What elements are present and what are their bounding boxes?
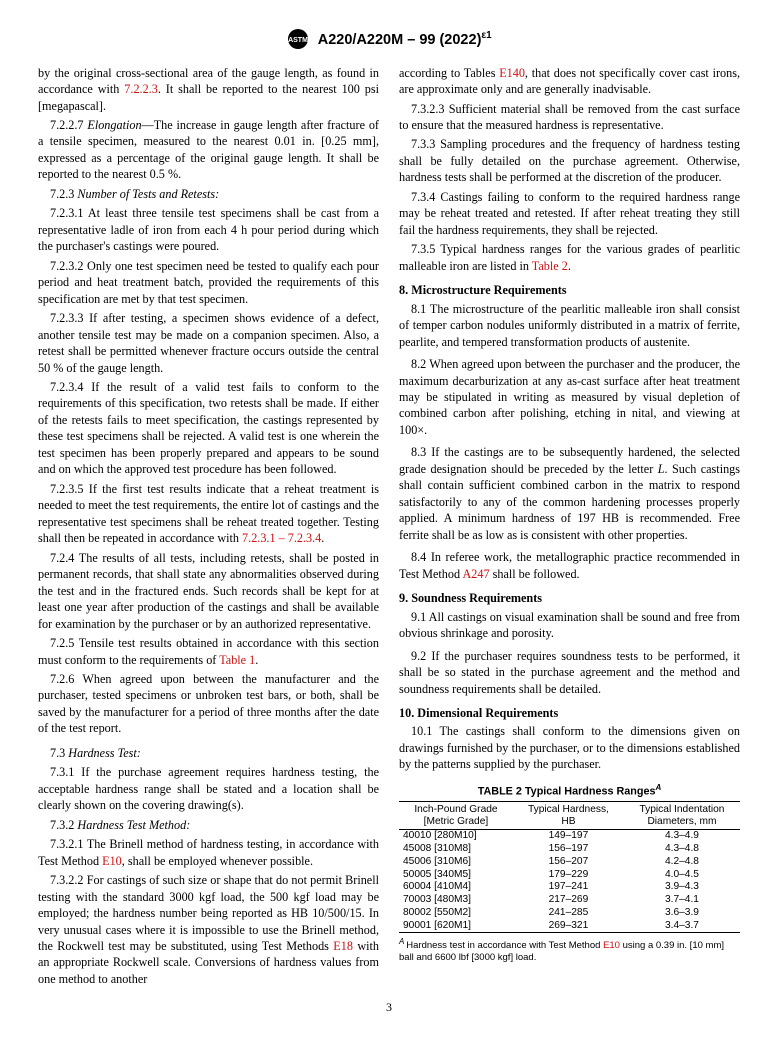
para-7-3-4: 7.3.4 Castings failing to conform to the… <box>399 189 740 238</box>
para-7-2-6: 7.2.6 When agreed upon between the manuf… <box>38 671 379 737</box>
table-row: 70003 [480M3]217–2693.7–4.1 <box>399 894 740 907</box>
svg-text:ASTM: ASTM <box>288 37 308 44</box>
para-7-2-3-3: 7.2.3.3 If after testing, a specimen sho… <box>38 310 379 376</box>
table-row: 80002 [550M2]241–2853.6–3.9 <box>399 907 740 920</box>
astm-logo-icon: ASTM <box>286 28 310 50</box>
para-8-3: 8.3 If the castings are to be subsequent… <box>399 444 740 543</box>
table-row: 90001 [620M1]269–3213.4–3.7 <box>399 920 740 933</box>
link-7-2-3-1-4[interactable]: 7.2.3.1 – 7.2.3.4 <box>242 531 321 545</box>
para-7-2-2-7: 7.2.2.7 Elongation—The increase in gauge… <box>38 117 379 183</box>
table2-col1-head: Inch-Pound Grade[Metric Grade] <box>399 802 513 830</box>
para-7-3-2: 7.3.2 Hardness Test Method: <box>38 817 379 833</box>
para-7-2-2-6b: by the original cross-sectional area of … <box>38 65 379 114</box>
section-10-head: 10. Dimensional Requirements <box>399 705 740 721</box>
table2-col2-head: Typical Hardness,HB <box>513 802 624 830</box>
table2-footnote: A Hardness test in accordance with Test … <box>399 937 740 964</box>
para-9-2: 9.2 If the purchaser requires soundness … <box>399 648 740 697</box>
link-e10[interactable]: E10 <box>102 854 122 868</box>
epsilon-note: ε1 <box>481 30 491 41</box>
link-table1[interactable]: Table 1 <box>219 653 255 667</box>
link-a247[interactable]: A247 <box>462 567 489 581</box>
table-row: 45006 [310M6]156–2074.2–4.8 <box>399 856 740 869</box>
table-row: 40010 [280M10]149–1974.3–4.9 <box>399 830 740 843</box>
link-e18[interactable]: E18 <box>333 939 353 953</box>
para-7-2-3-5: 7.2.3.5 If the first test results indica… <box>38 481 379 547</box>
table2: TABLE 2 Typical Hardness RangesA Inch-Po… <box>399 783 740 934</box>
para-7-3-2-1: 7.3.2.1 The Brinell method of hardness t… <box>38 836 379 869</box>
link-7-2-2-3[interactable]: 7.2.2.3 <box>124 82 158 96</box>
table-row: 60004 [410M4]197–2413.9–4.3 <box>399 881 740 894</box>
designation: A220/A220M – 99 (2022) <box>318 32 482 48</box>
para-7-3-2-3: 7.3.2.3 Sufficient material shall be rem… <box>399 101 740 134</box>
page-number: 3 <box>38 999 740 1015</box>
table2-caption: TABLE 2 Typical Hardness RangesA <box>399 783 740 801</box>
para-7-3: 7.3 Hardness Test: <box>38 745 379 761</box>
para-7-3-5: 7.3.5 Typical hardness ranges for the va… <box>399 241 740 274</box>
para-7-2-3-4: 7.2.3.4 If the result of a valid test fa… <box>38 379 379 478</box>
body-columns: by the original cross-sectional area of … <box>38 65 740 988</box>
para-7-3-1: 7.3.1 If the purchase agreement requires… <box>38 764 379 813</box>
para-8-2: 8.2 When agreed upon between the purchas… <box>399 356 740 438</box>
table-row: 45008 [310M8]156–1974.3–4.8 <box>399 843 740 856</box>
section-9-head: 9. Soundness Requirements <box>399 590 740 606</box>
para-7-2-5: 7.2.5 Tensile test results obtained in a… <box>38 635 379 668</box>
link-table2[interactable]: Table 2 <box>532 259 568 273</box>
para-7-2-3-2: 7.2.3.2 Only one test specimen need be t… <box>38 258 379 307</box>
link-e10-fn[interactable]: E10 <box>603 941 620 952</box>
para-7-2-3-1: 7.2.3.1 At least three tensile test spec… <box>38 205 379 254</box>
section-8-head: 8. Microstructure Requirements <box>399 282 740 298</box>
para-7-3-2-2: 7.3.2.2 For castings of such size or sha… <box>38 872 379 987</box>
para-7-3-3: 7.3.3 Sampling procedures and the freque… <box>399 136 740 185</box>
table2-block: TABLE 2 Typical Hardness RangesA Inch-Po… <box>399 783 740 965</box>
para-8-1: 8.1 The microstructure of the pearlitic … <box>399 301 740 350</box>
para-7-2-4: 7.2.4 The results of all tests, includin… <box>38 550 379 632</box>
para-r1: according to Tables E140, that does not … <box>399 65 740 98</box>
para-10-1: 10.1 The castings shall conform to the d… <box>399 723 740 772</box>
para-8-4: 8.4 In referee work, the metallographic … <box>399 549 740 582</box>
table2-col3-head: Typical IndentationDiameters, mm <box>624 802 740 830</box>
para-7-2-3: 7.2.3 Number of Tests and Retests: <box>38 186 379 202</box>
link-e140[interactable]: E140 <box>499 66 525 80</box>
table-row: 50005 [340M5]179–2294.0–4.5 <box>399 869 740 882</box>
page-header: ASTM A220/A220M – 99 (2022)ε1 <box>38 28 740 51</box>
para-9-1: 9.1 All castings on visual examination s… <box>399 609 740 642</box>
